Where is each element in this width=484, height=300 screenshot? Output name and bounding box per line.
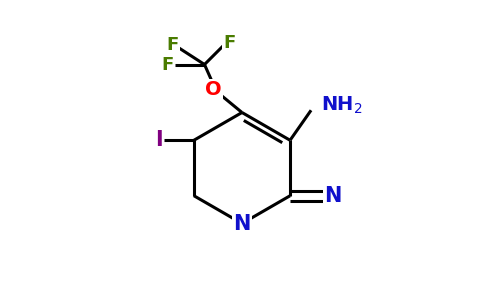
Text: F: F bbox=[166, 36, 179, 54]
Text: F: F bbox=[162, 56, 174, 74]
Text: F: F bbox=[223, 34, 236, 52]
Text: N: N bbox=[233, 214, 251, 233]
Text: N: N bbox=[324, 186, 342, 206]
Text: NH$_2$: NH$_2$ bbox=[321, 95, 362, 116]
Text: O: O bbox=[205, 80, 221, 100]
Text: I: I bbox=[155, 130, 162, 150]
